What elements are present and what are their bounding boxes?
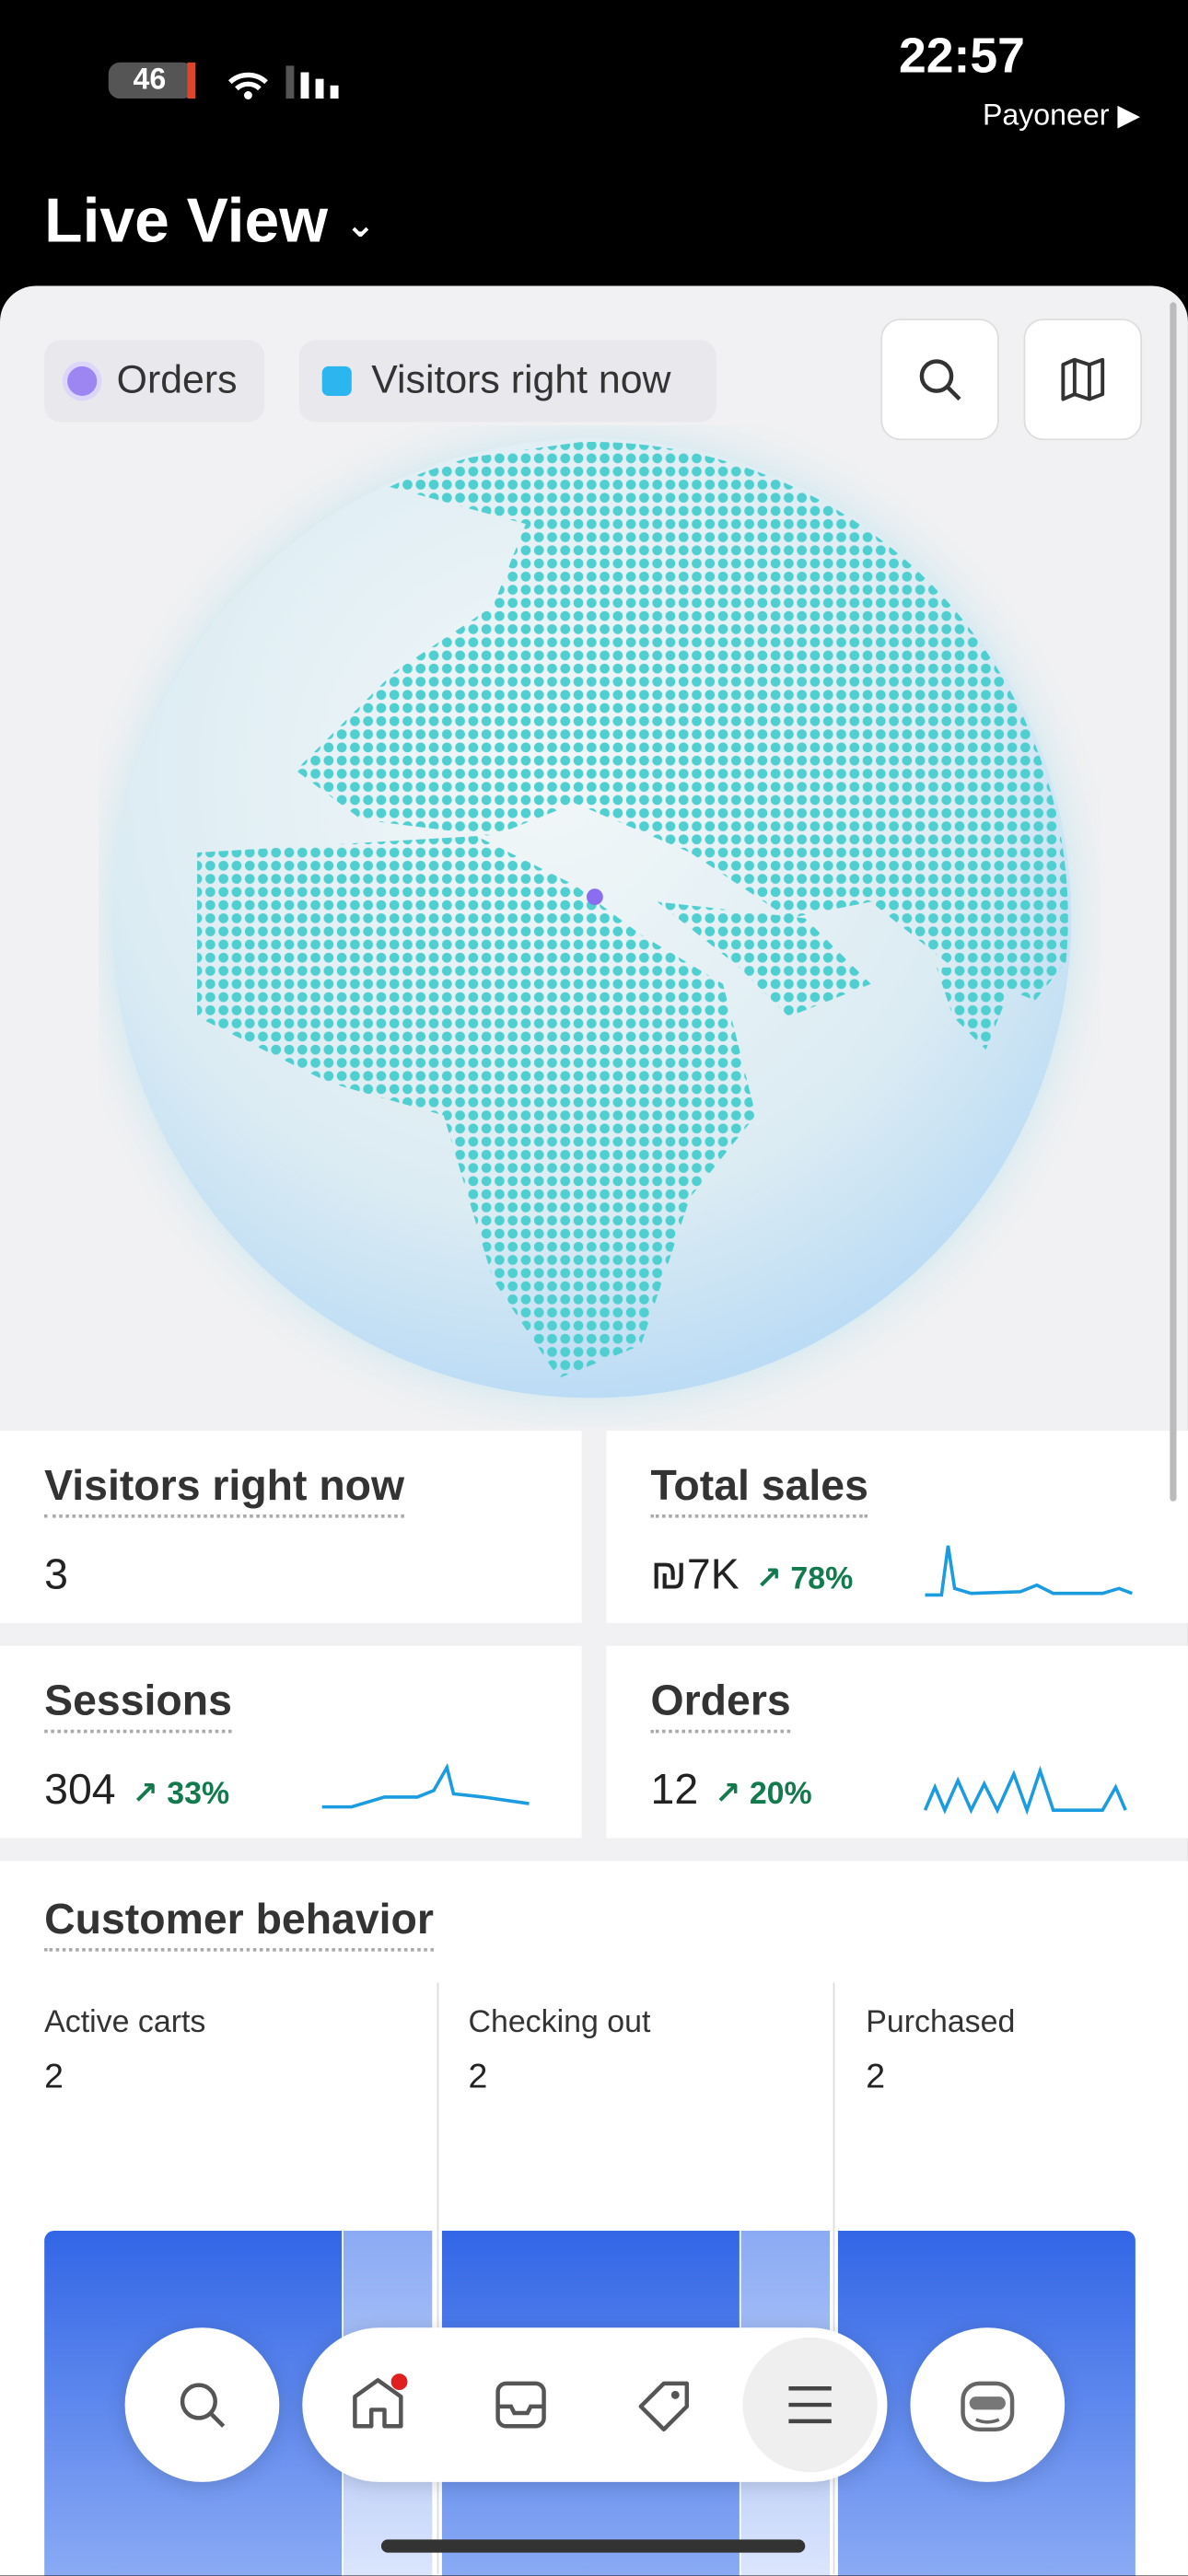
stage-label: Checking out: [468, 2005, 651, 2040]
home-indicator: [380, 2539, 806, 2553]
stage: Purchased 2: [866, 2006, 1015, 2098]
divider: [833, 1982, 835, 2574]
search-icon: [180, 2383, 226, 2428]
stage-value: 2: [468, 2058, 488, 2096]
change-text: 33%: [167, 1777, 230, 1812]
nav-bar: [302, 2327, 888, 2482]
sparkline: [321, 1763, 530, 1809]
metric-value: 3: [44, 1549, 68, 1599]
sparkline: [925, 1545, 1133, 1597]
map-icon: [1061, 357, 1105, 401]
legend-item[interactable]: Orders: [44, 340, 265, 423]
metric-value: 12: [650, 1764, 699, 1814]
sparkline: [923, 1765, 1127, 1816]
stage-label: Active carts: [44, 2005, 206, 2040]
stage-value: 2: [866, 2058, 886, 2096]
stage-label: Purchased: [866, 2005, 1016, 2040]
nav-search[interactable]: [124, 2327, 280, 2482]
menu-icon: [788, 2385, 832, 2424]
legend-label: Orders: [116, 357, 238, 403]
nav-menu[interactable]: [742, 2337, 878, 2473]
legend-item[interactable]: Visitors right now: [298, 340, 716, 423]
search-button[interactable]: [880, 319, 999, 441]
divider: [437, 1982, 439, 2574]
metric-value: ₪7K: [650, 1549, 740, 1599]
metric-label: Total sales: [650, 1460, 868, 1518]
metric-card[interactable]: Total sales ₪7K ↗ 78%: [606, 1431, 1188, 1623]
metric-card[interactable]: Orders 12 ↗ 20%: [606, 1645, 1188, 1839]
stage-value: 2: [44, 2058, 64, 2096]
change-text: 78%: [790, 1561, 854, 1597]
change-text: 20%: [749, 1777, 812, 1812]
back-link[interactable]: Payoneer ▶: [982, 99, 1141, 132]
behavior-card: Customer behavior Active carts 2 Checking…: [0, 1861, 1188, 2576]
chevron: ⌄: [344, 203, 376, 245]
section-title[interactable]: Customer behavior: [44, 1894, 434, 1952]
metric-label: Visitors right now: [44, 1460, 405, 1518]
map-button[interactable]: [1023, 319, 1143, 441]
legend-label: Visitors right now: [371, 357, 671, 403]
metric-change: ↗ 20%: [714, 1777, 812, 1812]
title-text: Live View: [44, 187, 328, 257]
nav-tags[interactable]: [635, 2377, 693, 2436]
content-sheet: Orders Visitors right now Visitors right…: [0, 285, 1188, 2576]
globe: [111, 438, 1072, 1398]
nav-inbox[interactable]: [491, 2377, 550, 2436]
battery: 46: [133, 62, 167, 96]
assistant-icon: [961, 2381, 1015, 2432]
nav-home[interactable]: [348, 2373, 408, 2432]
stage: Checking out 2: [468, 2006, 650, 2098]
search-icon: [919, 359, 961, 401]
metric-label: Orders: [650, 1676, 791, 1734]
scrollbar: [1170, 302, 1177, 1502]
clock: 22:57: [898, 29, 1025, 84]
page-title[interactable]: Live View ⌄: [44, 187, 376, 258]
metric-card[interactable]: Visitors right now 3: [0, 1431, 582, 1623]
metric-change: ↗ 78%: [755, 1561, 854, 1597]
nav-assistant[interactable]: [910, 2327, 1066, 2482]
stage: Active carts 2: [44, 2006, 205, 2098]
metric-card[interactable]: Sessions 304 ↗ 33%: [0, 1645, 582, 1839]
metric-value: 304: [44, 1764, 116, 1814]
status-icons: [108, 62, 339, 99]
metric-label: Sessions: [44, 1676, 232, 1734]
metric-change: ↗ 33%: [132, 1777, 230, 1812]
